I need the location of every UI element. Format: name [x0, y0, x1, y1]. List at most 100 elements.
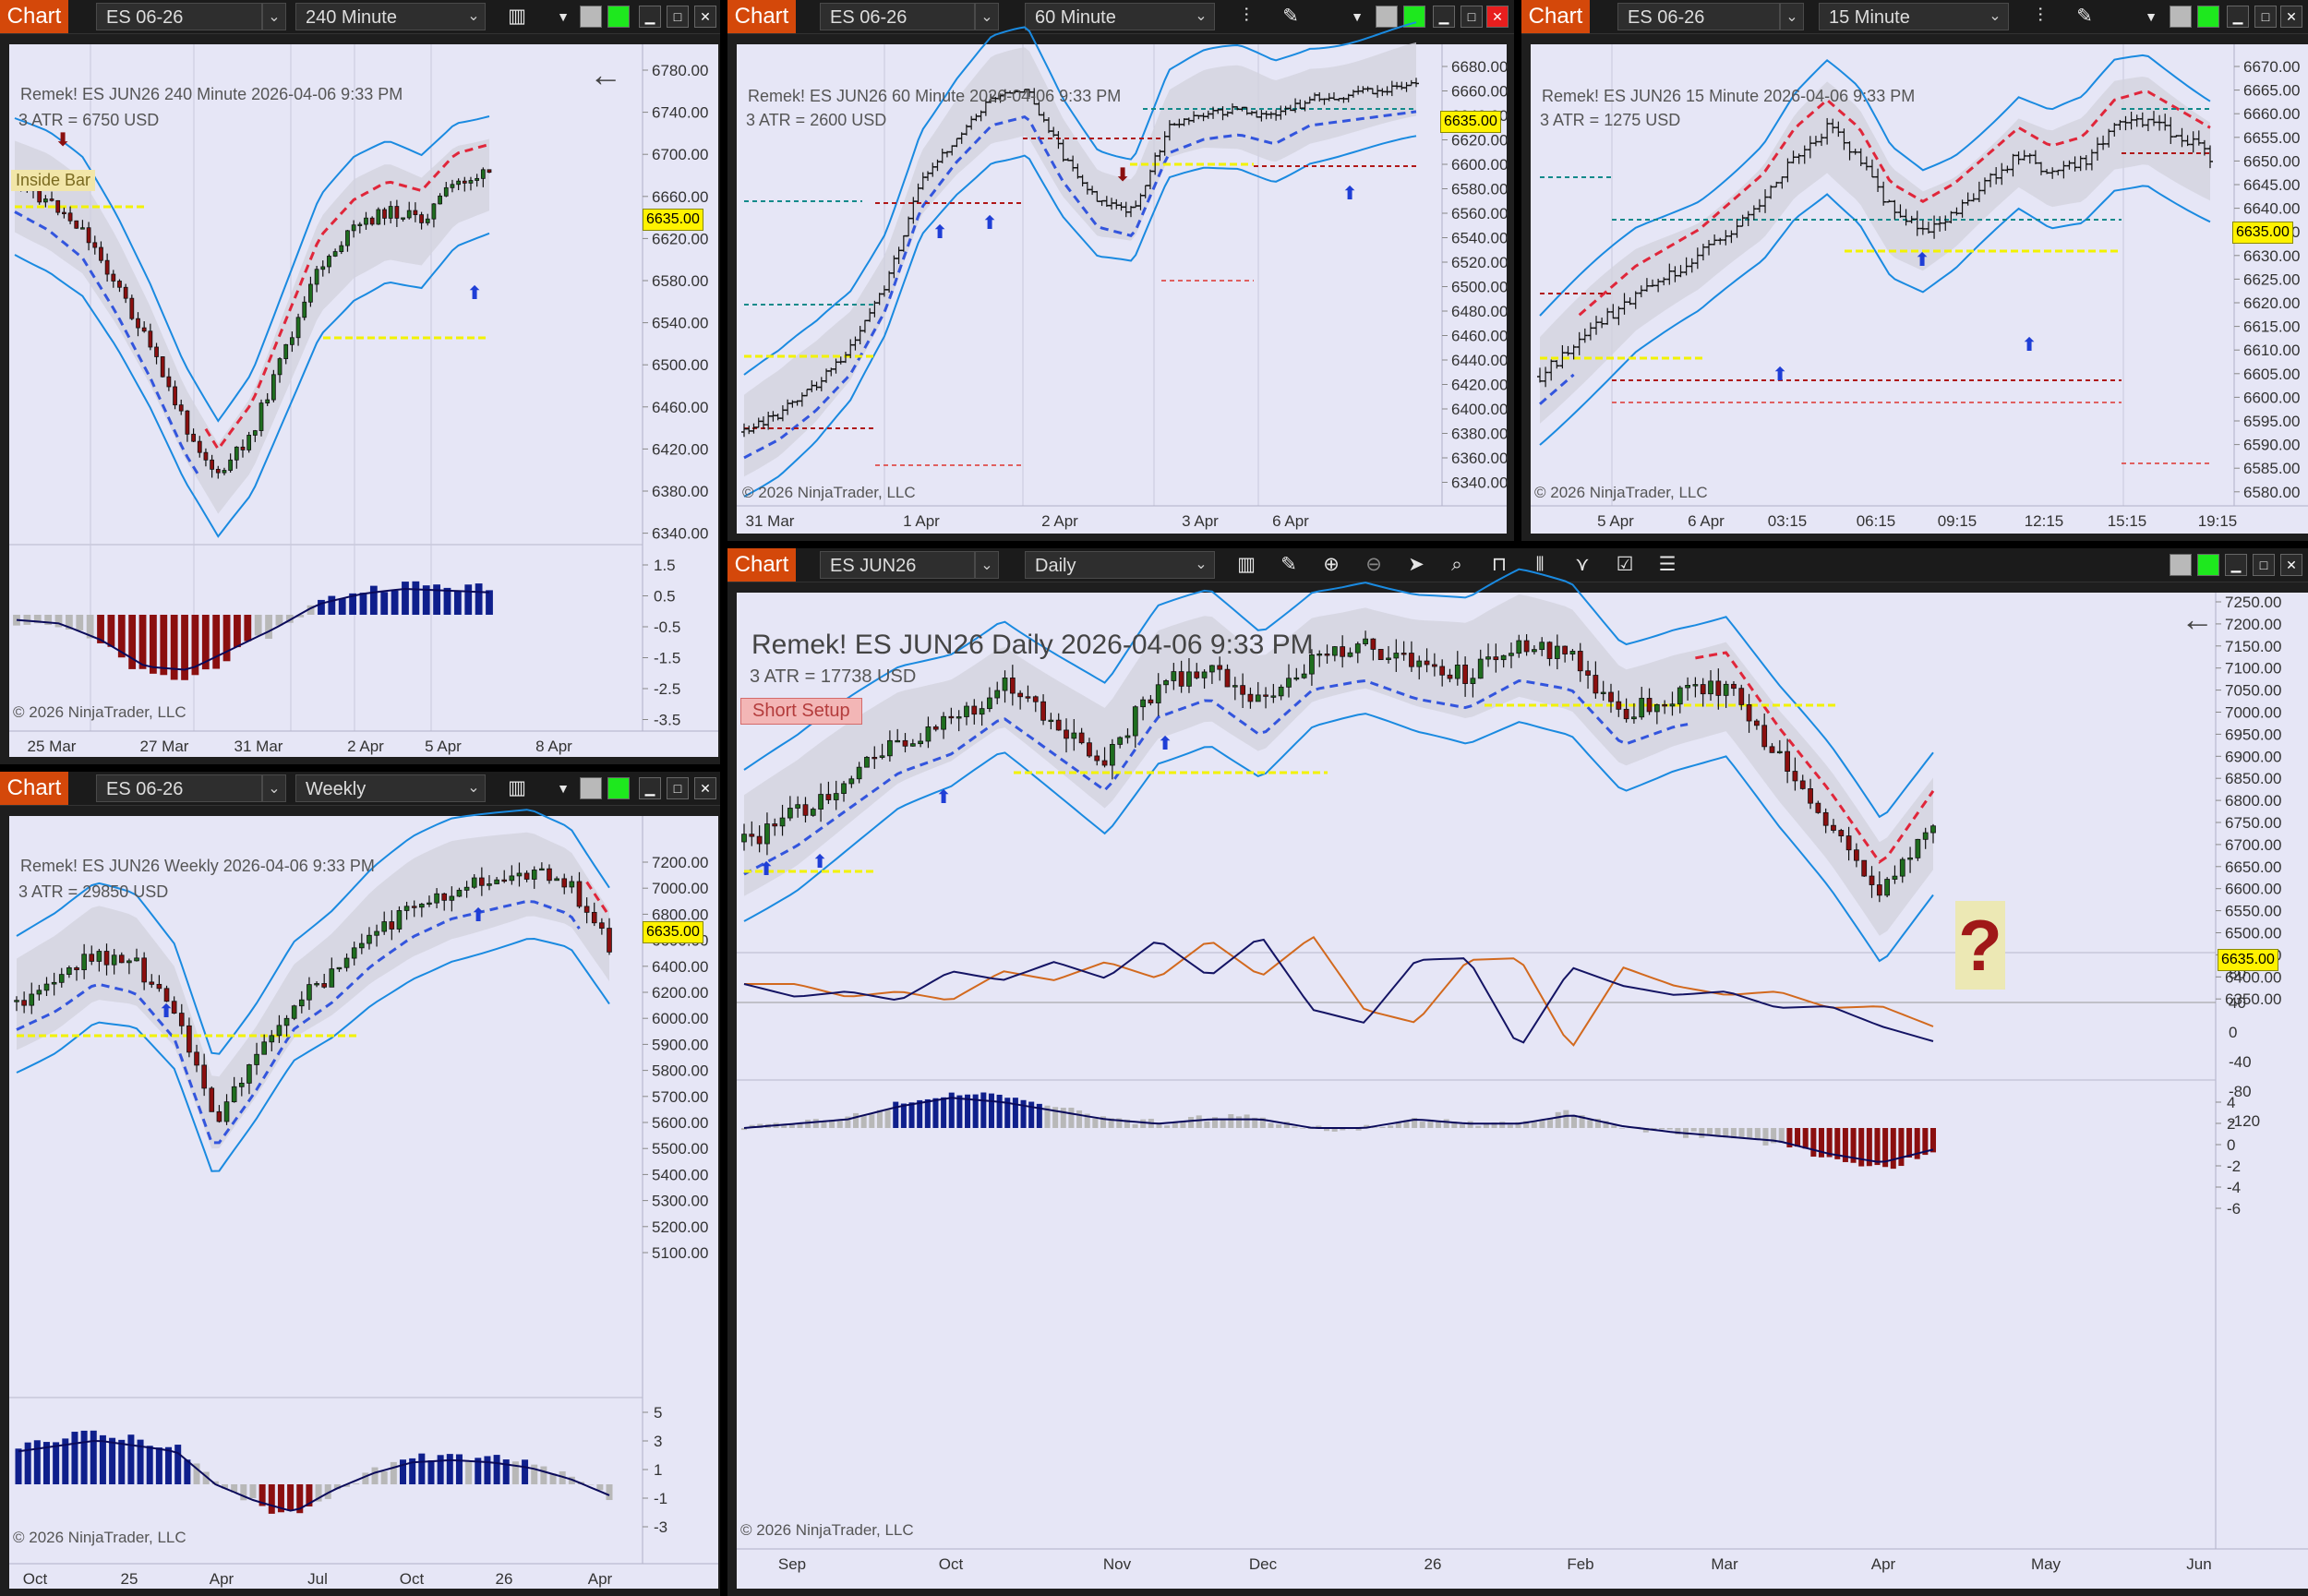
pointer-icon[interactable]: ➤ [1408, 554, 1424, 575]
histogram-bar [932, 1098, 939, 1128]
interval-selector[interactable]: 15 Minute [1819, 3, 2009, 30]
interval-selector[interactable]: Weekly [295, 774, 486, 802]
instrument-dropdown-icon[interactable]: ⌄ [975, 3, 999, 30]
window-link-button[interactable] [580, 6, 602, 28]
interval-dropdown-icon[interactable]: ⌄ [1195, 557, 1208, 572]
zoom-in-icon[interactable]: ⊕ [1323, 554, 1340, 575]
window-link-button[interactable] [1376, 6, 1398, 28]
instrument-selector[interactable]: ES JUN26 [820, 551, 975, 579]
window-link-button[interactable] [2170, 554, 2192, 576]
zoom-out-icon[interactable]: ⊖ [1365, 554, 1382, 575]
candle-body [154, 346, 159, 357]
candle-body [29, 993, 35, 1006]
chart-area[interactable]: 7250.00 7200.00 7150.00 7100.00 7050.00 7000.… [737, 568, 2308, 1589]
minimize-button[interactable]: ▁ [1433, 6, 1455, 28]
candle-body [1715, 680, 1722, 696]
bar-type-icon[interactable]: ▥ [1237, 554, 1256, 575]
drawing-tool-icon[interactable]: ✎ [1282, 6, 1299, 27]
interval-selector[interactable]: Daily [1025, 551, 1215, 579]
maximize-button[interactable]: □ [1461, 6, 1483, 28]
minimize-button[interactable]: ▁ [2225, 554, 2247, 576]
time-tick-label: 5 Apr [425, 738, 462, 755]
candle-body [1447, 674, 1453, 679]
drawing-tool-icon[interactable]: ✎ [1280, 554, 1297, 575]
window-color-button[interactable] [2197, 6, 2219, 28]
chart-menu-button[interactable]: Chart [727, 0, 796, 33]
window-color-button[interactable] [607, 6, 630, 28]
price-tick-label: 6800.00 [652, 906, 708, 923]
instrument-dropdown-icon[interactable]: ⌄ [1780, 3, 1804, 30]
chart-area[interactable]: 6670.00 6665.00 6660.00 6655.00 6650.00 6645.… [1531, 44, 2308, 534]
minimize-button[interactable]: ▁ [639, 6, 661, 28]
back-arrow-icon[interactable]: ← [2181, 600, 2214, 638]
maximize-button[interactable]: □ [2253, 554, 2275, 576]
toolbar-more-icon[interactable]: ▼ [557, 781, 570, 796]
candle-body [1263, 694, 1268, 697]
templates-icon[interactable]: ☑ [1616, 554, 1634, 575]
instrument-selector[interactable]: ES 06-26 [96, 3, 262, 30]
instrument-dropdown-icon[interactable]: ⌄ [975, 551, 999, 579]
chart-menu-button[interactable]: Chart [0, 0, 68, 33]
instrument-dropdown-icon[interactable]: ⌄ [262, 774, 286, 802]
minimize-button[interactable]: ▁ [2227, 6, 2249, 28]
candle-body [1377, 649, 1384, 661]
price-tick-label: 6700.00 [2225, 836, 2281, 854]
histogram-bar [1714, 1128, 1721, 1136]
bar-type-icon[interactable]: ⫶ [1244, 6, 1249, 27]
candle-body [1186, 671, 1192, 687]
window-link-button[interactable] [2170, 6, 2192, 28]
close-button[interactable]: ✕ [1486, 6, 1509, 28]
candle-body [1293, 677, 1300, 680]
candle-body [269, 1035, 275, 1043]
toolbar-more-icon[interactable]: ▼ [1351, 9, 1364, 24]
interval-dropdown-icon[interactable]: ⌄ [467, 8, 480, 24]
instrument-dropdown-icon[interactable]: ⌄ [262, 3, 286, 30]
maximize-button[interactable]: □ [2254, 6, 2277, 28]
instrument-selector[interactable]: ES 06-26 [96, 774, 262, 802]
window-color-button[interactable] [2197, 554, 2219, 576]
candle-body [1700, 684, 1706, 695]
drawing-tool-icon[interactable]: ✎ [2076, 6, 2093, 27]
interval-dropdown-icon[interactable]: ⌄ [467, 780, 480, 796]
histogram-bar [1483, 1123, 1489, 1128]
bar-type-icon[interactable]: ⫶ [2038, 6, 2043, 27]
interval-selector[interactable]: 60 Minute [1025, 3, 1215, 30]
minimize-button[interactable]: ▁ [639, 777, 661, 799]
toolbar-more-icon[interactable]: ▼ [557, 9, 570, 24]
interval-dropdown-icon[interactable]: ⌄ [1195, 8, 1208, 24]
histogram-bar [1436, 1120, 1442, 1128]
chart-menu-button[interactable]: Chart [0, 772, 68, 805]
bar-type-icon[interactable]: ▥ [508, 777, 526, 798]
chart-menu-button[interactable]: Chart [1521, 0, 1590, 33]
close-button[interactable]: ✕ [694, 777, 716, 799]
window-link-button[interactable] [580, 777, 602, 799]
candle-body [148, 330, 153, 348]
close-button[interactable]: ✕ [2280, 554, 2302, 576]
data-box-icon[interactable]: ⌕ [1451, 554, 1462, 575]
trailing-stop-blue [743, 110, 1417, 460]
interval-selector[interactable]: 240 Minute [295, 3, 486, 30]
toolbar-more-icon[interactable]: ▼ [2145, 9, 2158, 24]
candle-body [1899, 858, 1905, 877]
chart-trader-icon[interactable]: ⊓ [1491, 554, 1508, 575]
back-arrow-icon[interactable]: ← [589, 55, 622, 93]
chart-area[interactable]: 6780.00 6740.00 6700.00 6660.00 6620.00 6580.… [9, 44, 718, 757]
properties-icon[interactable]: ☰ [1658, 554, 1677, 575]
bar-type-icon[interactable]: ▥ [508, 6, 526, 27]
chart-area[interactable]: 6680.006660.006640.006620.006600.006580.… [737, 21, 1508, 534]
chart-menu-button[interactable]: Chart [727, 548, 796, 582]
strategies-icon[interactable]: ⋎ [1575, 554, 1590, 575]
maximize-button[interactable]: □ [667, 777, 689, 799]
time-tick-label: 19:15 [2198, 512, 2238, 530]
indicators-icon[interactable]: ⫴ [1535, 554, 1545, 575]
candle-body [1577, 651, 1583, 672]
instrument-selector[interactable]: ES 06-26 [1617, 3, 1780, 30]
maximize-button[interactable]: □ [667, 6, 689, 28]
price-tick-label: 6750.00 [2225, 814, 2281, 832]
window-color-button[interactable] [607, 777, 630, 799]
close-button[interactable]: ✕ [694, 6, 716, 28]
close-button[interactable]: ✕ [2280, 6, 2302, 28]
interval-dropdown-icon[interactable]: ⌄ [1989, 8, 2001, 24]
chart-area[interactable]: 7200.007000.006800.006600.006400.006200.… [9, 809, 718, 1589]
instrument-selector[interactable]: ES 06-26 [820, 3, 975, 30]
